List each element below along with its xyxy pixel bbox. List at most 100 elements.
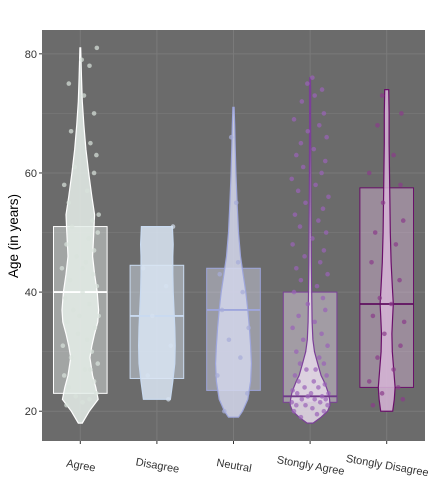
data-point bbox=[226, 337, 232, 343]
data-point bbox=[395, 385, 401, 390]
data-point bbox=[400, 397, 406, 402]
data-point bbox=[296, 379, 301, 384]
data-point bbox=[80, 399, 85, 405]
data-point bbox=[84, 188, 90, 194]
data-point bbox=[168, 343, 173, 348]
data-point bbox=[319, 394, 325, 399]
data-point bbox=[297, 224, 303, 229]
data-point bbox=[398, 343, 403, 348]
data-point bbox=[400, 218, 406, 223]
data-point bbox=[94, 391, 99, 396]
data-point bbox=[325, 271, 330, 277]
data-point bbox=[80, 265, 85, 271]
data-point bbox=[316, 355, 322, 360]
data-point bbox=[299, 397, 305, 402]
data-point bbox=[163, 283, 169, 289]
data-point bbox=[64, 242, 69, 247]
data-point bbox=[295, 188, 301, 194]
data-point bbox=[87, 63, 92, 69]
group-stongly-agree bbox=[282, 75, 338, 424]
data-point bbox=[313, 182, 318, 188]
data-point bbox=[399, 111, 404, 116]
data-point bbox=[75, 331, 81, 337]
data-point bbox=[91, 248, 97, 253]
data-point bbox=[314, 411, 320, 417]
data-point bbox=[62, 295, 68, 301]
data-point bbox=[322, 382, 328, 387]
data-point bbox=[291, 289, 297, 295]
data-point bbox=[302, 385, 307, 390]
data-point bbox=[370, 402, 376, 408]
data-point bbox=[289, 176, 295, 182]
data-point bbox=[298, 277, 304, 283]
data-point bbox=[235, 260, 241, 265]
data-point bbox=[321, 361, 327, 366]
data-point bbox=[145, 373, 151, 378]
data-point bbox=[379, 93, 385, 98]
data-point bbox=[322, 307, 328, 313]
data-point bbox=[67, 277, 73, 283]
data-point bbox=[77, 313, 82, 319]
data-point bbox=[325, 402, 330, 408]
data-point bbox=[321, 248, 327, 253]
data-point bbox=[310, 236, 315, 241]
data-point bbox=[170, 224, 176, 229]
data-point bbox=[401, 319, 407, 325]
data-point bbox=[322, 158, 328, 164]
data-point bbox=[398, 182, 403, 188]
data-point bbox=[294, 152, 299, 158]
data-point bbox=[324, 373, 329, 378]
data-point bbox=[87, 397, 92, 402]
x-tick-label: Agree bbox=[65, 458, 96, 475]
y-tick-label: 40 bbox=[25, 287, 37, 299]
data-point bbox=[91, 379, 97, 384]
y-tick-label: 20 bbox=[25, 406, 37, 418]
data-point bbox=[73, 394, 79, 399]
data-point bbox=[303, 402, 308, 408]
data-point bbox=[382, 331, 387, 337]
x-axis: Agree Disagree Neutral Stongly Agree Stongly… bbox=[65, 441, 430, 479]
data-point bbox=[326, 391, 331, 396]
data-point bbox=[377, 295, 383, 301]
data-point bbox=[215, 373, 220, 378]
y-axis: 20 40 60 80 bbox=[25, 49, 42, 418]
data-point bbox=[311, 146, 317, 152]
violin-shape bbox=[61, 47, 100, 424]
data-point bbox=[150, 313, 155, 319]
data-point bbox=[86, 236, 91, 241]
data-point bbox=[316, 218, 321, 223]
data-point bbox=[372, 230, 378, 235]
data-point bbox=[294, 391, 300, 396]
data-point bbox=[391, 152, 396, 158]
data-point bbox=[299, 99, 305, 104]
data-point bbox=[292, 373, 298, 378]
data-point bbox=[92, 325, 98, 331]
data-point bbox=[312, 397, 317, 402]
data-point bbox=[388, 301, 394, 307]
data-point bbox=[290, 242, 295, 247]
data-point bbox=[140, 265, 146, 271]
data-point bbox=[66, 81, 72, 86]
data-point bbox=[292, 212, 298, 217]
data-point bbox=[314, 283, 320, 289]
data-point bbox=[94, 45, 100, 51]
data-point bbox=[74, 254, 79, 259]
data-point bbox=[366, 379, 372, 384]
data-point bbox=[310, 75, 315, 80]
data-point bbox=[319, 170, 324, 176]
data-point bbox=[291, 408, 297, 414]
data-point bbox=[68, 128, 74, 134]
data-point bbox=[66, 385, 72, 390]
data-point bbox=[80, 289, 85, 295]
data-point bbox=[246, 325, 251, 331]
data-point bbox=[321, 111, 327, 116]
x-tick-label: Disagree bbox=[135, 456, 180, 475]
data-point bbox=[375, 123, 380, 128]
data-point bbox=[320, 206, 326, 211]
data-point bbox=[324, 134, 329, 140]
data-point bbox=[326, 194, 331, 200]
data-point bbox=[65, 319, 70, 325]
data-point bbox=[64, 402, 69, 408]
data-point bbox=[166, 397, 171, 402]
